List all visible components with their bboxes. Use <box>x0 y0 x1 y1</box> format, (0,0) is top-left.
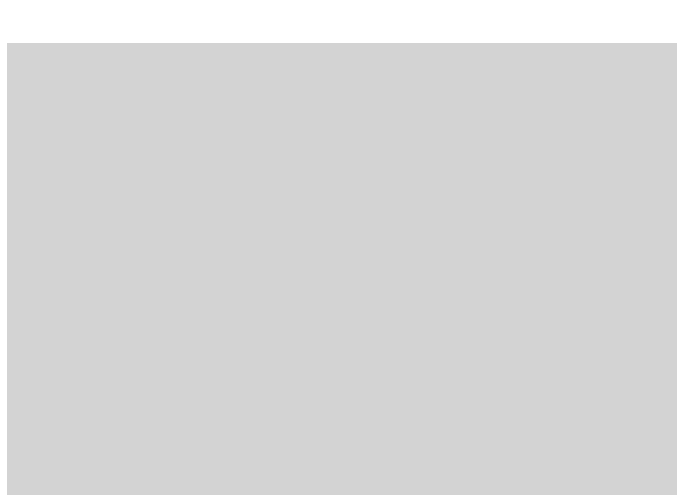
word-cloud <box>7 43 677 495</box>
